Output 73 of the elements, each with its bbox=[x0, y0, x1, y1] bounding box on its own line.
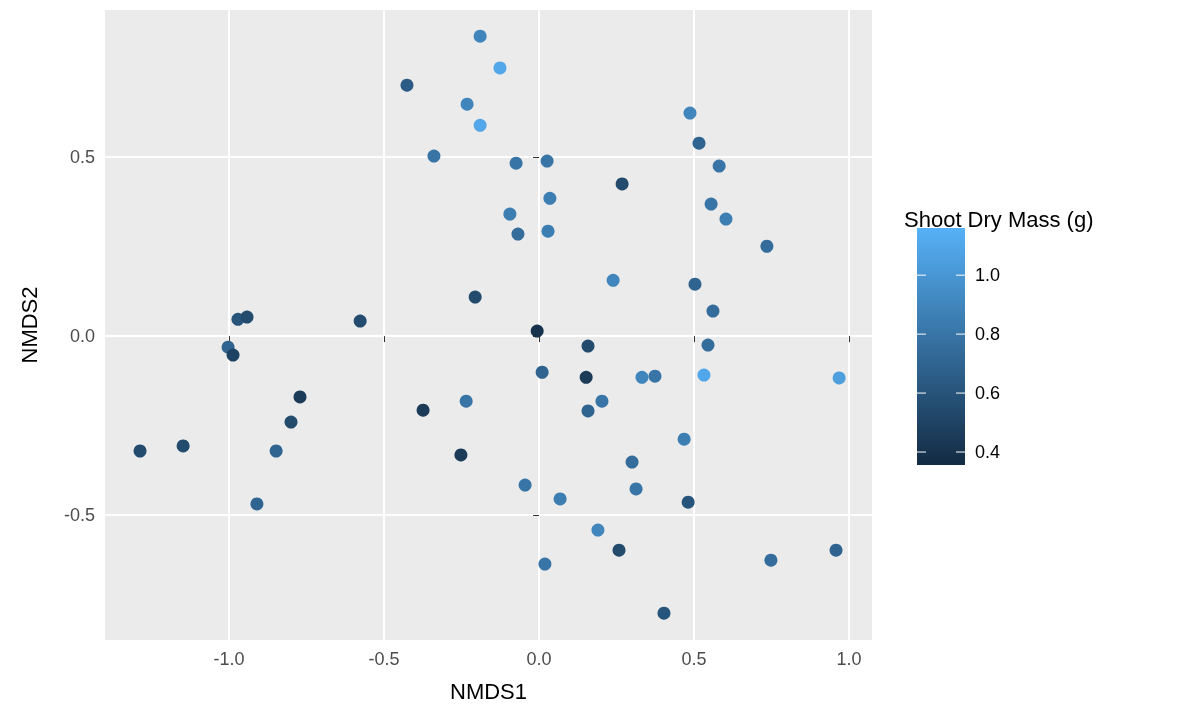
point bbox=[459, 394, 473, 408]
point bbox=[701, 338, 715, 352]
point bbox=[704, 197, 718, 211]
x-tick-label: 1.0 bbox=[836, 649, 862, 669]
point bbox=[538, 557, 552, 571]
point bbox=[454, 448, 468, 462]
point bbox=[473, 118, 487, 132]
point bbox=[460, 97, 474, 111]
point bbox=[509, 156, 523, 170]
point bbox=[712, 159, 726, 173]
point bbox=[648, 369, 662, 383]
point bbox=[540, 154, 554, 168]
point bbox=[133, 444, 147, 458]
point bbox=[606, 273, 620, 287]
x-axis-title: NMDS1 bbox=[449, 678, 528, 704]
point bbox=[629, 482, 643, 496]
point bbox=[176, 439, 190, 453]
point bbox=[511, 227, 525, 241]
point bbox=[697, 368, 711, 382]
point bbox=[541, 224, 555, 238]
color-bar-label: 1.0 bbox=[975, 265, 1001, 286]
point bbox=[829, 543, 843, 557]
point bbox=[473, 29, 487, 43]
y-tick-label: 0.5 bbox=[69, 147, 95, 168]
point bbox=[353, 314, 367, 328]
point bbox=[677, 432, 691, 446]
point bbox=[240, 310, 254, 324]
point bbox=[543, 191, 557, 205]
y-tick-label: 0.0 bbox=[69, 326, 95, 347]
point bbox=[284, 415, 298, 429]
color-bar-title: Shoot Dry Mass (g) bbox=[904, 206, 1094, 232]
point bbox=[468, 290, 482, 304]
point bbox=[591, 523, 605, 537]
x-tick-label: -1.0 bbox=[213, 649, 245, 669]
point bbox=[706, 304, 720, 318]
point bbox=[683, 106, 697, 120]
x-tick-label: -0.5 bbox=[368, 649, 400, 669]
point bbox=[416, 403, 430, 417]
point bbox=[612, 543, 626, 557]
point bbox=[760, 239, 774, 253]
point bbox=[581, 339, 595, 353]
color-bar-label: 0.8 bbox=[975, 324, 1001, 345]
point bbox=[226, 348, 240, 362]
point bbox=[832, 371, 846, 385]
point bbox=[427, 149, 441, 163]
point bbox=[503, 207, 517, 221]
point bbox=[719, 212, 733, 226]
color-bar-label: 0.4 bbox=[975, 442, 1001, 463]
y-axis-title: NMDS2 bbox=[16, 286, 42, 364]
point bbox=[493, 61, 507, 75]
point bbox=[250, 497, 264, 511]
point bbox=[553, 492, 567, 506]
point bbox=[579, 370, 593, 384]
point bbox=[692, 136, 706, 150]
y-tick-label: -0.5 bbox=[63, 505, 95, 526]
point bbox=[764, 553, 778, 567]
point bbox=[681, 495, 695, 509]
color-bar-label: 0.6 bbox=[975, 383, 1001, 404]
x-tick-label: 0.0 bbox=[526, 649, 552, 669]
point bbox=[530, 324, 544, 338]
point bbox=[293, 390, 307, 404]
point bbox=[625, 455, 639, 469]
point bbox=[518, 478, 532, 492]
x-tick-label: 0.5 bbox=[681, 649, 707, 669]
point bbox=[400, 78, 414, 92]
point bbox=[657, 606, 671, 620]
point bbox=[595, 394, 609, 408]
point bbox=[688, 277, 702, 291]
point bbox=[615, 177, 629, 191]
point bbox=[269, 444, 283, 458]
point bbox=[535, 365, 549, 379]
point bbox=[581, 404, 595, 418]
point bbox=[635, 370, 649, 384]
